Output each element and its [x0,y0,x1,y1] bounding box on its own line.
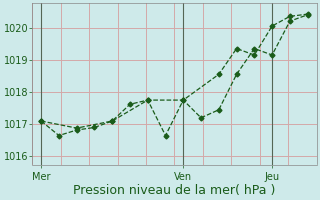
X-axis label: Pression niveau de la mer( hPa ): Pression niveau de la mer( hPa ) [73,184,276,197]
